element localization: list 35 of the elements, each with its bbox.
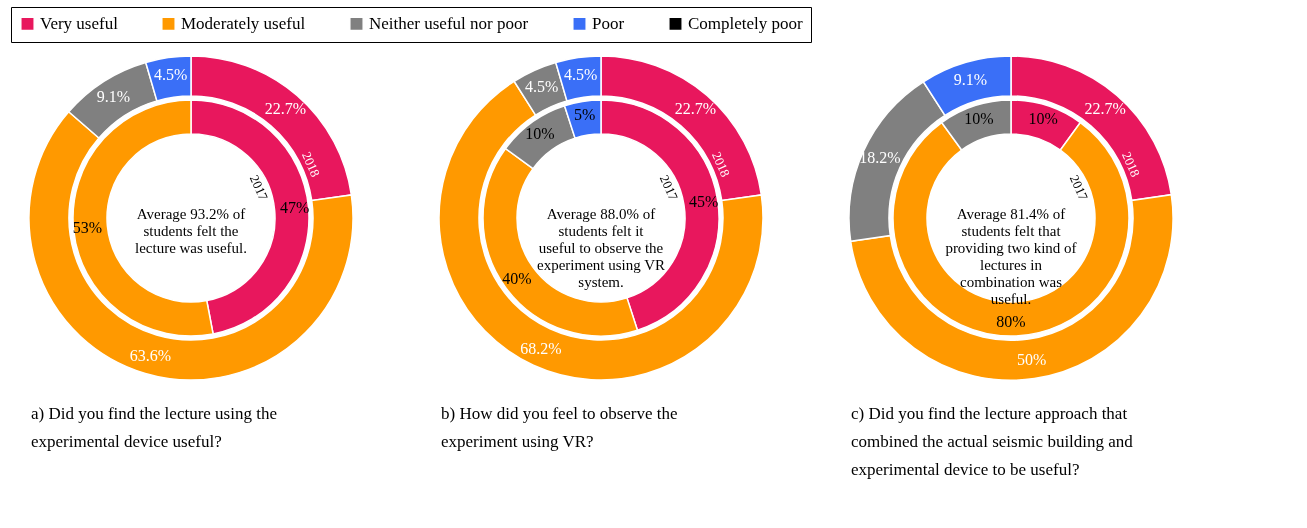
data-label: 4.5% xyxy=(525,77,559,95)
data-label: 10% xyxy=(525,124,555,142)
legend-label: Completely poor xyxy=(688,13,804,33)
data-label: 22.7% xyxy=(1084,100,1126,118)
data-label: 68.2% xyxy=(520,339,562,357)
data-label: 63.6% xyxy=(129,347,172,365)
data-label: 10% xyxy=(964,110,994,128)
legend-label: Poor xyxy=(592,13,625,33)
legend-label: Very useful xyxy=(40,13,119,33)
legend-label: Moderately useful xyxy=(181,13,306,33)
text: c) Did you find the lecture approach that combined the actual seismic building and experimental device to be useful? xyxy=(851,404,1134,479)
legend-label: Neither useful nor poor xyxy=(369,13,529,33)
data-label: 9.1% xyxy=(96,87,131,105)
data-label: 50% xyxy=(1017,351,1047,369)
text: Average 88.0% of students felt it useful to observe the experiment using VR system. xyxy=(536,206,666,290)
slice-label: 2017 xyxy=(656,172,682,203)
data-label: 10% xyxy=(1028,110,1058,128)
slice-label: 2018 xyxy=(708,149,734,180)
slice-label: 2018 xyxy=(1118,149,1144,180)
slice-label: 2018 xyxy=(298,149,324,180)
data-label: 5% xyxy=(574,106,596,124)
text: Average 93.2% of students felt the lecture was useful. xyxy=(134,206,248,256)
data-label: 4.5% xyxy=(564,66,598,84)
data-label: 40% xyxy=(502,270,532,288)
data-label: 22.7% xyxy=(264,100,306,118)
data-label: 80% xyxy=(996,313,1026,330)
text: b) How did you feel to observe the experiment using VR? xyxy=(441,404,678,451)
slice-label: 2017 xyxy=(246,172,272,203)
data-label: 9.1% xyxy=(953,70,988,88)
data-label: 45% xyxy=(689,192,719,210)
data-label: 18.2% xyxy=(859,149,901,167)
text: a) Did you find the lecture using the experimental device useful? xyxy=(31,404,277,451)
data-label: 22.7% xyxy=(674,100,716,118)
data-label: 4.5% xyxy=(154,66,188,84)
slice-label: 2017 xyxy=(1066,172,1092,203)
